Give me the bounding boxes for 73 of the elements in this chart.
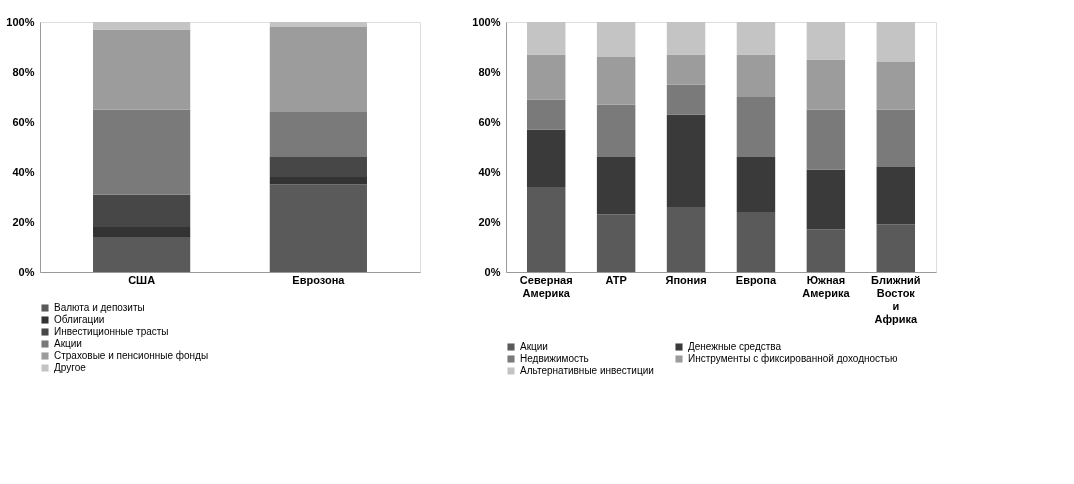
y-tick-label: 100% [472, 15, 501, 28]
y-tick-label: 0% [18, 265, 35, 278]
bar [526, 129, 566, 187]
legend-label: Акции [520, 341, 548, 352]
bar [93, 22, 191, 30]
bar [876, 109, 916, 167]
bar [736, 54, 776, 97]
bar [596, 22, 636, 57]
bar [596, 157, 636, 215]
bar [806, 109, 846, 170]
bar [526, 187, 566, 272]
bar [806, 22, 846, 60]
bar [806, 229, 846, 272]
bar [666, 207, 706, 272]
bar [736, 212, 776, 272]
bar [269, 112, 367, 157]
bar [93, 227, 191, 237]
bar [876, 167, 916, 225]
bar [93, 109, 191, 195]
legend-label: Акции [54, 338, 82, 349]
bar [666, 22, 706, 55]
bar [666, 114, 706, 207]
bar [806, 59, 846, 110]
bar [876, 22, 916, 62]
legend-label: Облигации [54, 314, 105, 325]
legend-label: Альтернативные инвестиции [520, 365, 654, 376]
bar [596, 104, 636, 157]
bar [596, 57, 636, 105]
legend-label: Инструменты с фиксированной доходностью [688, 353, 898, 364]
y-tick-label: 80% [12, 65, 35, 78]
y-tick-label: 40% [478, 165, 501, 178]
bar [876, 62, 916, 110]
legend-label: Страховые и пенсионные фонды [54, 350, 209, 361]
legend-label: Инвестиционные трасты [54, 326, 169, 337]
y-tick-label: 60% [478, 115, 501, 128]
x-tick-label: США [128, 273, 156, 286]
legend-label: Денежные средства [688, 341, 782, 352]
bar [806, 169, 846, 230]
bar [876, 224, 916, 272]
bar [269, 22, 367, 27]
bar [269, 27, 367, 112]
x-tick-label: АТР [605, 273, 627, 286]
y-tick-label: 60% [12, 115, 35, 128]
y-tick-label: 40% [12, 165, 35, 178]
bar [269, 184, 367, 272]
bar [666, 54, 706, 85]
bar [93, 194, 191, 227]
legend-label: Недвижимость [520, 353, 589, 364]
bar [736, 97, 776, 157]
bar [269, 177, 367, 185]
bar [736, 157, 776, 212]
x-tick-label: Ближний Восток и Африка [870, 273, 921, 325]
y-tick-label: 0% [484, 265, 501, 278]
bar [596, 214, 636, 272]
legend-label: Валюта и депозиты [54, 302, 145, 313]
bar [526, 99, 566, 130]
x-tick-label: Япония [665, 273, 707, 286]
bar [93, 29, 191, 110]
x-tick-label: Южная Америка [802, 273, 851, 299]
y-tick-label: 80% [478, 65, 501, 78]
bar [269, 157, 367, 177]
x-tick-label: Еврозона [292, 273, 346, 286]
y-tick-label: 20% [478, 215, 501, 228]
y-tick-label: 100% [6, 15, 35, 28]
legend-label: Другое [54, 362, 87, 373]
bar [93, 237, 191, 272]
bar [526, 22, 566, 55]
bar [736, 22, 776, 55]
bar [666, 84, 706, 115]
bar [526, 54, 566, 100]
x-tick-label: Европа [735, 273, 777, 286]
y-tick-label: 20% [12, 215, 35, 228]
x-tick-label: Северная Америка [519, 273, 573, 299]
